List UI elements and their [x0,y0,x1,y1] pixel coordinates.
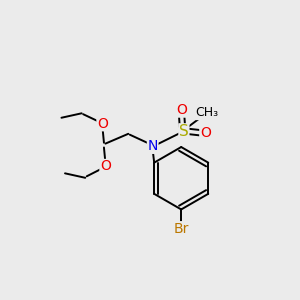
Text: CH₃: CH₃ [196,106,219,119]
Text: O: O [200,126,211,140]
Text: O: O [100,160,111,173]
Text: O: O [176,103,187,117]
Text: N: N [148,139,158,153]
Text: O: O [97,117,108,131]
Text: Br: Br [173,222,189,236]
Text: S: S [179,124,189,139]
